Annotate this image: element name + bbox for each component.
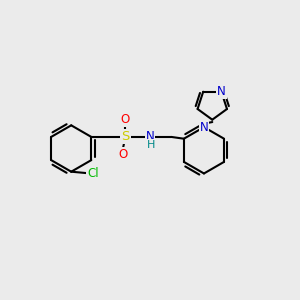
Text: O: O — [121, 113, 130, 126]
Text: H: H — [147, 140, 155, 150]
Text: N: N — [217, 85, 226, 98]
Text: S: S — [121, 130, 130, 143]
Text: Cl: Cl — [87, 167, 99, 180]
Text: O: O — [118, 148, 127, 161]
Text: N: N — [146, 130, 154, 143]
Text: N: N — [200, 121, 208, 134]
